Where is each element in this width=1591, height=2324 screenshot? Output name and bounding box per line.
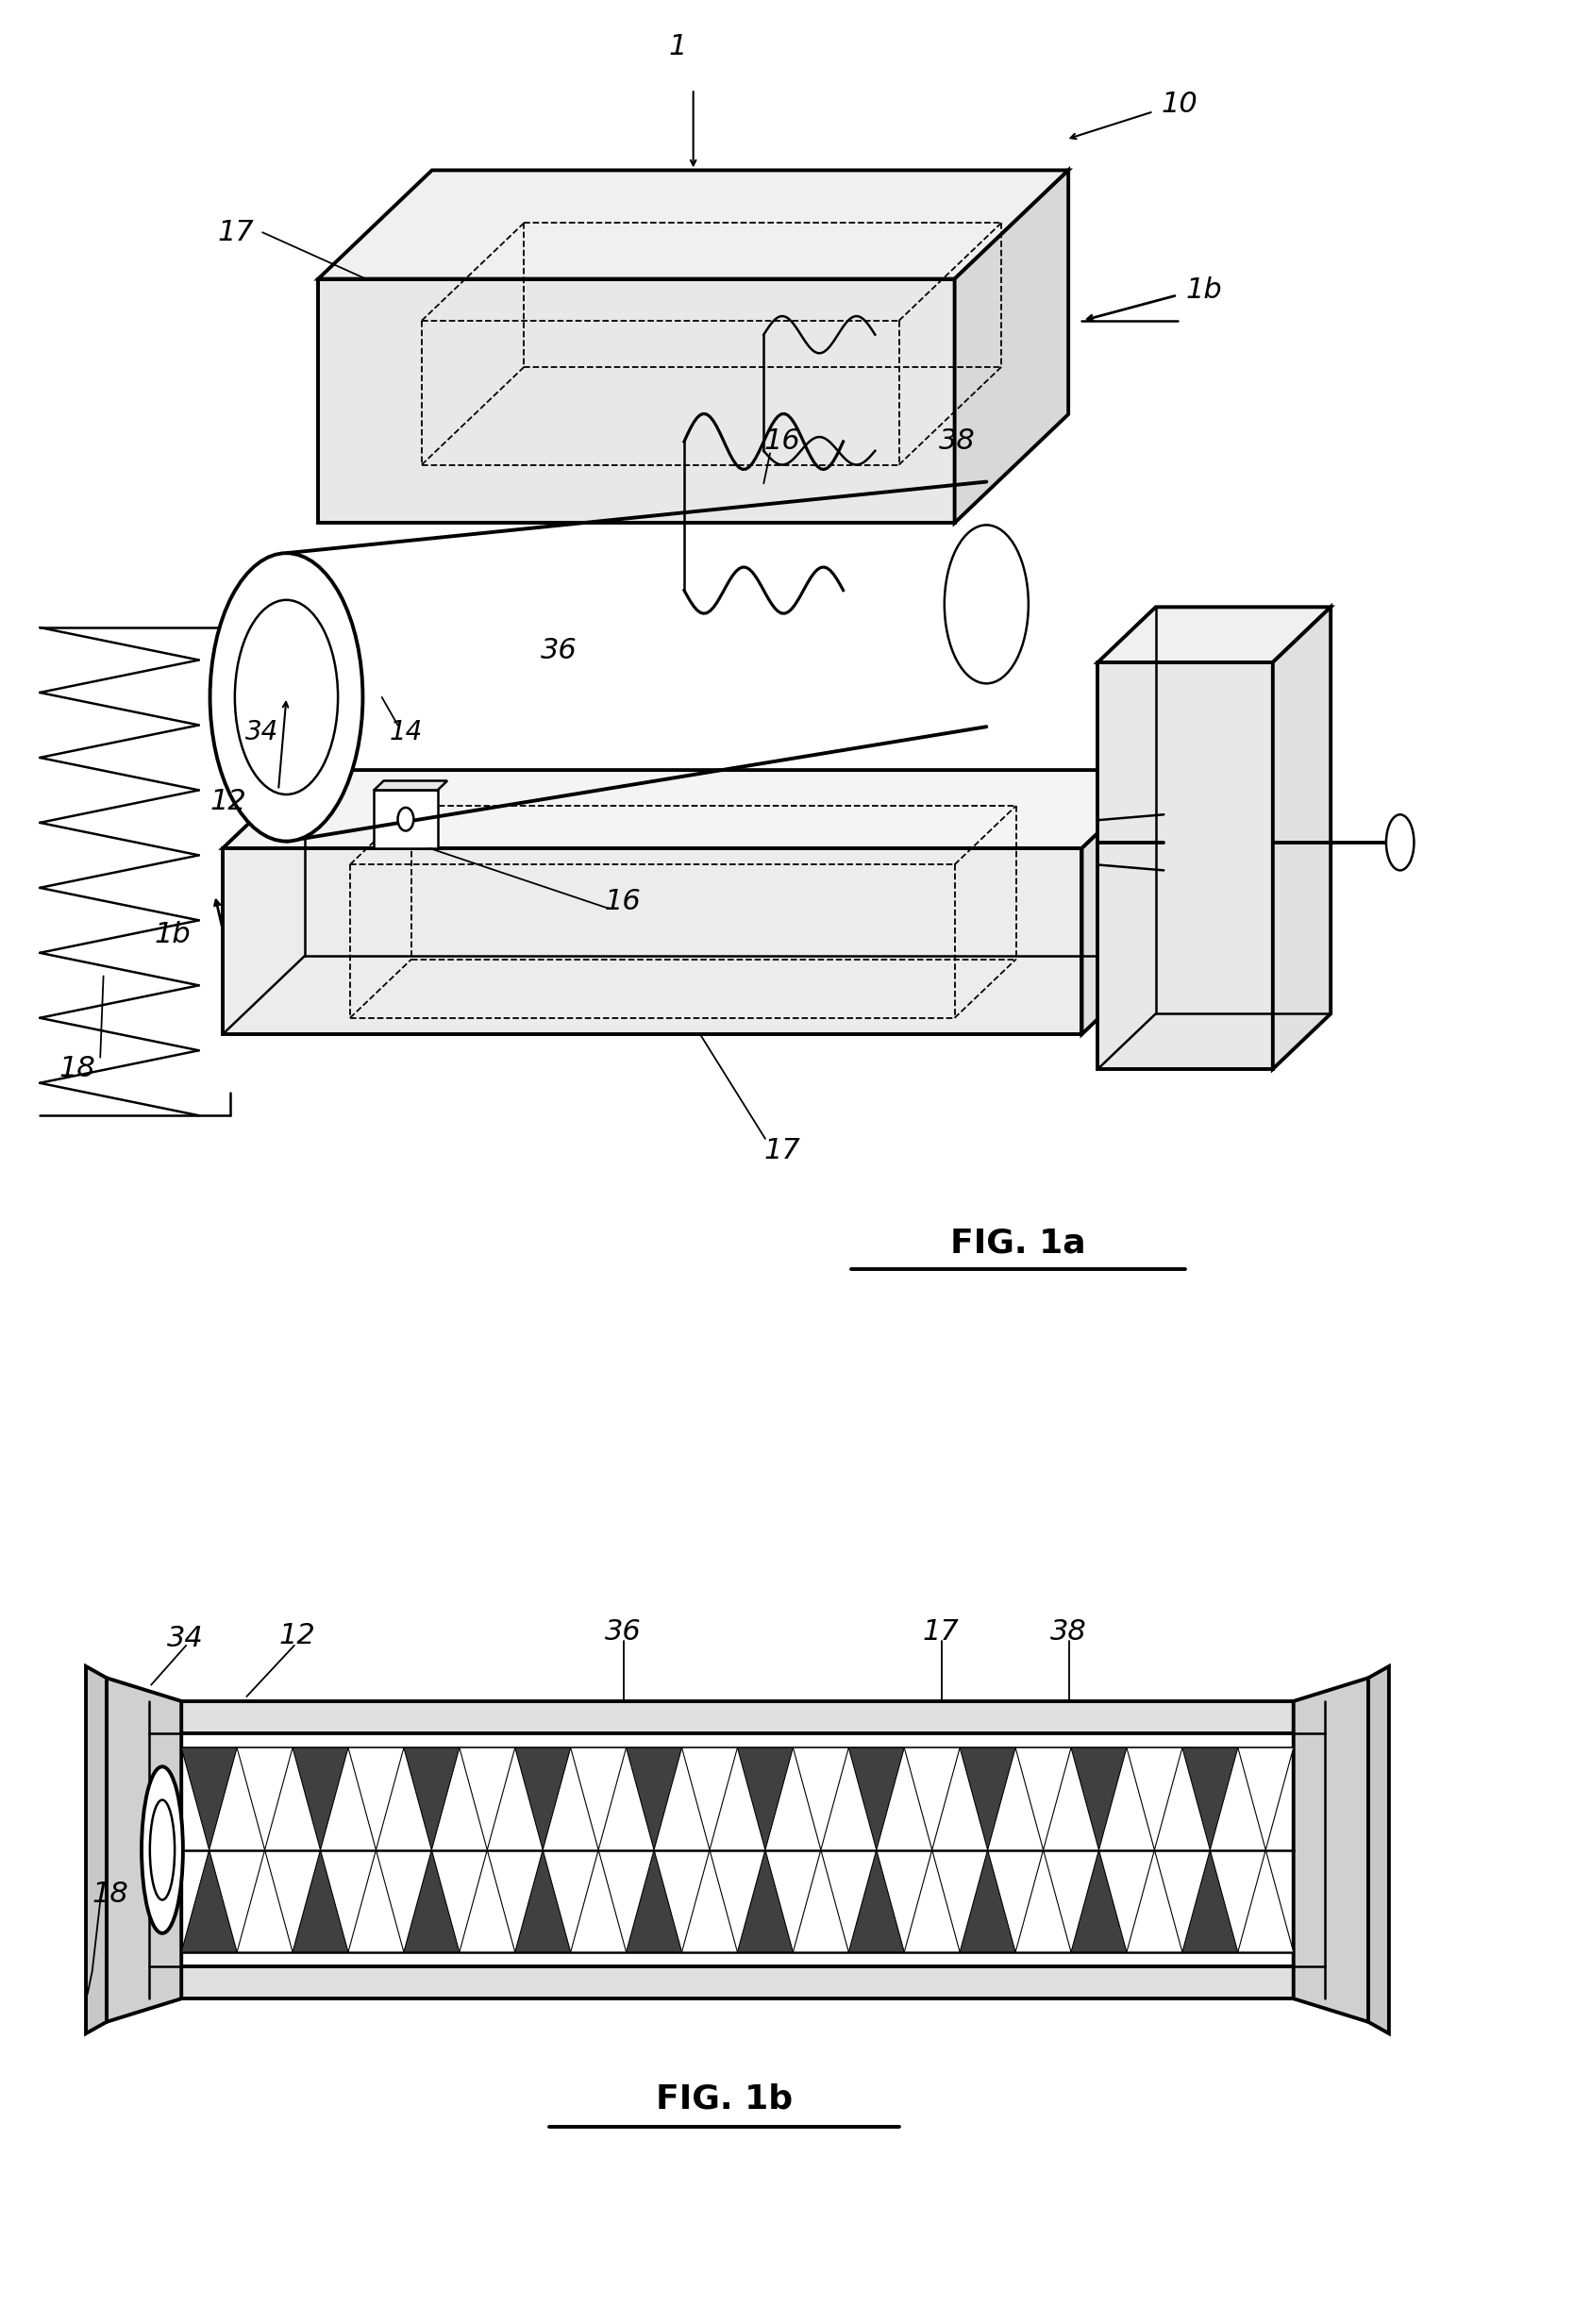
Text: 12: 12 (210, 788, 247, 816)
Polygon shape (1126, 1748, 1182, 1850)
Polygon shape (848, 1850, 904, 1952)
Polygon shape (959, 1748, 1015, 1850)
Text: FIG. 1b: FIG. 1b (655, 2082, 792, 2115)
Text: 17: 17 (218, 218, 255, 246)
Polygon shape (737, 1748, 792, 1850)
Polygon shape (318, 279, 955, 523)
Polygon shape (1071, 1748, 1126, 1850)
Text: 38: 38 (939, 428, 975, 456)
Polygon shape (1182, 1850, 1238, 1952)
Polygon shape (460, 1748, 515, 1850)
Polygon shape (181, 1850, 237, 1952)
Polygon shape (1368, 1666, 1389, 2034)
Polygon shape (348, 1850, 404, 1952)
Polygon shape (181, 1748, 237, 1850)
Polygon shape (374, 790, 438, 848)
Text: 18: 18 (59, 1055, 95, 1083)
Polygon shape (1082, 769, 1163, 1034)
Polygon shape (515, 1850, 571, 1952)
Polygon shape (571, 1850, 627, 1952)
Ellipse shape (210, 553, 363, 841)
Polygon shape (1015, 1748, 1071, 1850)
Polygon shape (792, 1748, 848, 1850)
Polygon shape (1126, 1850, 1182, 1952)
Polygon shape (237, 1850, 293, 1952)
Text: 1b: 1b (1185, 277, 1222, 304)
Polygon shape (318, 170, 1069, 279)
Polygon shape (737, 1850, 792, 1952)
Polygon shape (1293, 1678, 1368, 2022)
Ellipse shape (142, 1766, 183, 1934)
Polygon shape (904, 1748, 959, 1850)
Polygon shape (1098, 607, 1330, 662)
Polygon shape (955, 170, 1069, 523)
Polygon shape (404, 1748, 460, 1850)
Ellipse shape (1386, 816, 1414, 872)
Polygon shape (959, 1850, 1015, 1952)
Polygon shape (792, 1850, 848, 1952)
Polygon shape (460, 1850, 515, 1952)
Polygon shape (1098, 662, 1273, 1069)
Polygon shape (1015, 1850, 1071, 1952)
Text: 36: 36 (541, 637, 578, 665)
Polygon shape (348, 1748, 404, 1850)
Polygon shape (683, 1850, 737, 1952)
Ellipse shape (945, 525, 1028, 683)
Text: 34: 34 (245, 718, 278, 746)
Text: 36: 36 (605, 1618, 641, 1645)
Polygon shape (86, 1666, 107, 2034)
Polygon shape (404, 1850, 460, 1952)
Polygon shape (181, 1701, 1293, 1734)
Polygon shape (181, 1966, 1293, 1999)
Text: 1b: 1b (154, 920, 191, 948)
Polygon shape (1071, 1850, 1126, 1952)
Polygon shape (515, 1748, 571, 1850)
Polygon shape (1182, 1748, 1238, 1850)
Polygon shape (374, 781, 447, 790)
Polygon shape (683, 1748, 737, 1850)
Polygon shape (107, 1678, 181, 2022)
Polygon shape (1238, 1748, 1293, 1850)
Polygon shape (1238, 1850, 1293, 1952)
Polygon shape (904, 1850, 959, 1952)
Text: 38: 38 (1050, 1618, 1087, 1645)
Polygon shape (848, 1748, 904, 1850)
Polygon shape (223, 769, 1163, 848)
Text: 16: 16 (605, 888, 641, 916)
Text: 10: 10 (1161, 91, 1198, 119)
Polygon shape (571, 1748, 627, 1850)
Text: 34: 34 (167, 1624, 204, 1652)
Text: 17: 17 (764, 1136, 800, 1164)
Text: FIG. 1a: FIG. 1a (950, 1227, 1087, 1260)
Polygon shape (293, 1850, 348, 1952)
Polygon shape (627, 1748, 683, 1850)
Polygon shape (627, 1850, 683, 1952)
Ellipse shape (398, 809, 414, 832)
Text: 17: 17 (923, 1618, 959, 1645)
Polygon shape (237, 1748, 293, 1850)
Text: 12: 12 (278, 1622, 315, 1650)
Polygon shape (293, 1748, 348, 1850)
Polygon shape (1273, 607, 1330, 1069)
Text: 18: 18 (92, 1880, 129, 1908)
Text: 1: 1 (668, 33, 686, 60)
Text: 16: 16 (764, 428, 800, 456)
Text: 14: 14 (390, 718, 423, 746)
Polygon shape (223, 848, 1082, 1034)
